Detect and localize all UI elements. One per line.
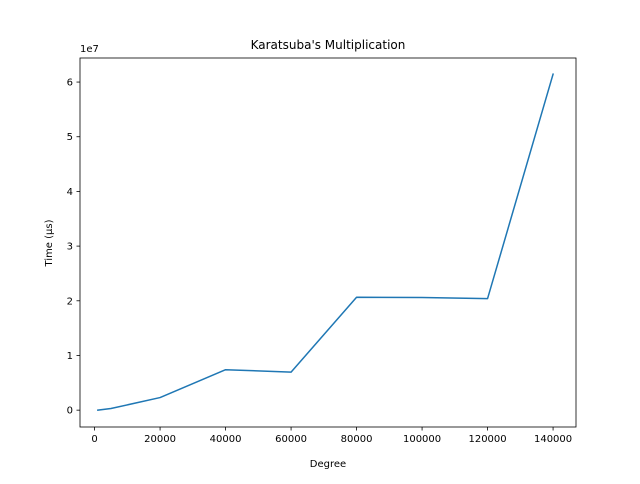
y-tick-label: 5 xyxy=(67,132,73,143)
x-tick-label: 120000 xyxy=(468,434,506,445)
y-axis-label: Time (μs) xyxy=(44,219,55,267)
y-tick-label: 0 xyxy=(67,406,73,417)
y-tick-label: 1 xyxy=(67,351,73,362)
x-tick-label: 20000 xyxy=(144,434,176,445)
axes-frame xyxy=(79,57,577,428)
x-tick-label: 80000 xyxy=(341,434,373,445)
y-tick-label: 3 xyxy=(67,242,73,253)
y-tick-label: 6 xyxy=(67,78,73,89)
y-tick-label: 2 xyxy=(67,296,73,307)
x-axis-label: Degree xyxy=(310,459,346,470)
x-tick-label: 100000 xyxy=(403,434,441,445)
chart-title: Karatsuba's Multiplication xyxy=(251,38,406,52)
y-tick-label: 4 xyxy=(67,187,73,198)
x-tick-label: 60000 xyxy=(275,434,307,445)
plot-area: 0 20000 40000 60000 80000 100000 120000 140000 0… xyxy=(67,57,577,445)
x-tick-label: 40000 xyxy=(210,434,242,445)
x-tick-label: 0 xyxy=(91,434,97,445)
series-line-0 xyxy=(97,73,555,411)
y-offset-label: 1e7 xyxy=(80,44,99,55)
x-tick-label: 140000 xyxy=(534,434,572,445)
